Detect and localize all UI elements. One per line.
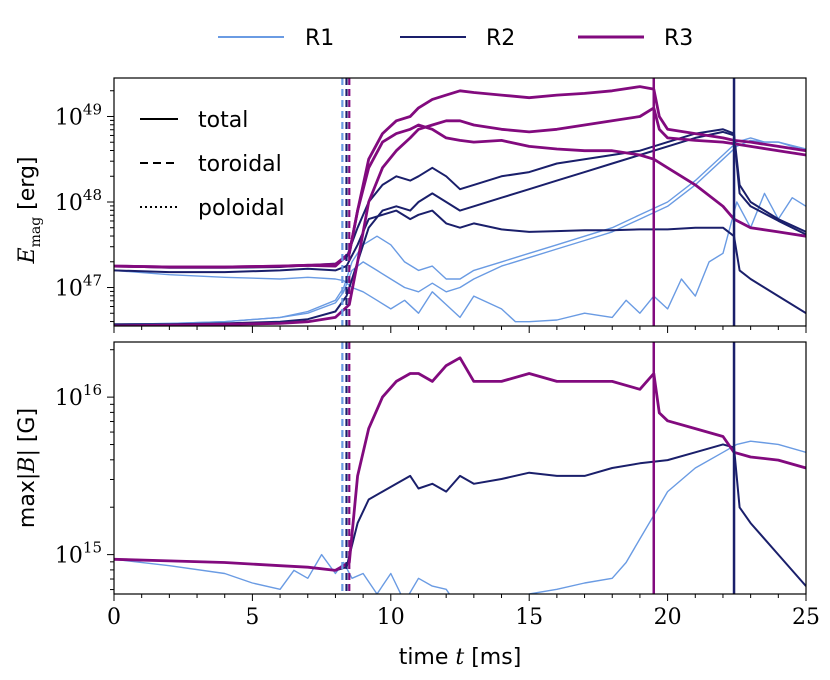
top-y-tick-label: 1049	[55, 100, 102, 130]
top-series-r2-poloidal	[114, 209, 806, 315]
style-legend: total toroidal poloidal	[140, 108, 285, 221]
x-tick-label: 25	[792, 605, 820, 630]
style-legend-label-poloidal: poloidal	[198, 196, 285, 221]
top-series-r2-toroidal	[114, 130, 806, 326]
top-y-axis-label: Emag [erg]	[15, 157, 44, 265]
x-axis-label: time t [ms]	[399, 645, 522, 670]
legend-label-r1: R1	[305, 26, 334, 51]
x-tick-label: 15	[515, 605, 543, 630]
x-tick-label: 5	[245, 605, 259, 630]
bottom-y-tick-label: 1015	[55, 539, 102, 569]
top-y-tick-label: 1047	[55, 272, 102, 302]
bottom-y-axis-label: max|B| [G]	[15, 408, 40, 528]
top-y-tick-label: 1048	[55, 186, 102, 216]
bottom-series-r3-total	[114, 356, 806, 572]
bottom-x-ticks: 0 5 10 15 20 25	[107, 594, 820, 630]
top-y-ticks: 1047 1048 1049	[55, 90, 114, 323]
top-series-r1-total	[114, 137, 806, 325]
top-plot-area	[114, 78, 806, 326]
bottom-panel-frame	[113, 341, 807, 595]
top-series-r3-toroidal	[114, 106, 806, 326]
x-tick-label: 10	[377, 605, 405, 630]
x-tick-label: 0	[107, 605, 121, 630]
bottom-y-tick-label: 1016	[55, 381, 102, 411]
bottom-plot-area	[114, 342, 806, 594]
top-series-r1-poloidal	[114, 192, 806, 323]
style-legend-label-toroidal: toroidal	[198, 152, 282, 177]
top-series-r1-toroidal	[114, 139, 806, 325]
series-legend: R1 R2 R3	[218, 26, 693, 51]
legend-label-r3: R3	[664, 26, 693, 51]
top-series-r3-poloidal	[114, 123, 806, 269]
top-x-ticks	[113, 326, 807, 333]
legend-label-r2: R2	[486, 26, 515, 51]
bottom-series-r1-total	[114, 440, 806, 594]
x-tick-label: 20	[654, 605, 682, 630]
top-panel: 1047 1048 1049 Emag [erg] total toroidal p…	[15, 77, 807, 333]
style-legend-label-total: total	[198, 108, 248, 133]
bottom-series-r2-total	[114, 443, 806, 587]
bottom-y-ticks: 1015 1016	[55, 349, 114, 591]
